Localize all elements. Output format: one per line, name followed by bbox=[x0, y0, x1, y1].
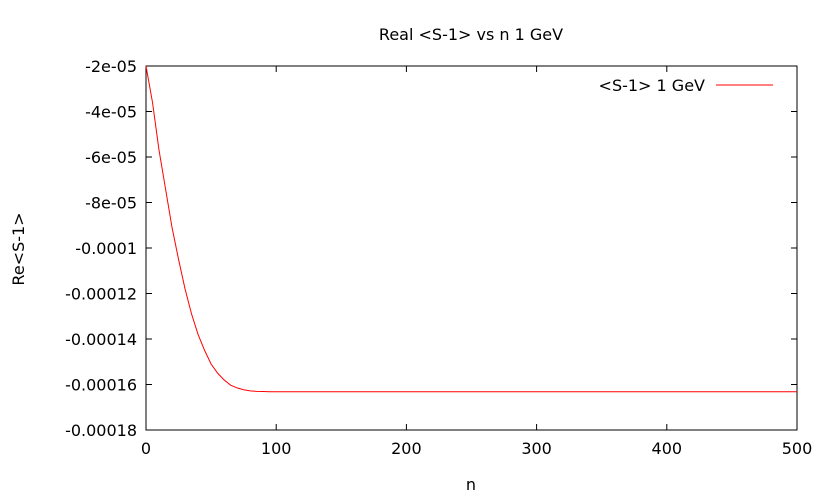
x-tick-label: 100 bbox=[261, 439, 292, 458]
plot-frame bbox=[145, 65, 798, 431]
x-tick-label: 200 bbox=[391, 439, 422, 458]
series-line bbox=[145, 65, 797, 393]
y-tick-label: -0.0001 bbox=[75, 239, 137, 258]
y-tick-label: -4e-05 bbox=[85, 103, 137, 122]
y-tick-label: -0.00016 bbox=[65, 376, 137, 395]
chart-title: Real <S-1> vs n 1 GeV bbox=[379, 25, 563, 44]
legend-label: <S-1> 1 GeV bbox=[599, 76, 706, 95]
y-tick-label: -0.00012 bbox=[65, 285, 137, 304]
y-tick-label: -0.00018 bbox=[65, 421, 137, 440]
y-axis-label: Re<S-1> bbox=[9, 212, 28, 285]
y-tick-label: -2e-05 bbox=[85, 57, 137, 76]
y-tick-label: -6e-05 bbox=[85, 148, 137, 167]
x-tick-label: 0 bbox=[141, 439, 151, 458]
legend: <S-1> 1 GeV bbox=[599, 76, 773, 95]
x-tick-label: 300 bbox=[521, 439, 552, 458]
y-tick-label: -0.00014 bbox=[65, 330, 137, 349]
x-tick-label: 500 bbox=[782, 439, 813, 458]
x-axis-label: n bbox=[466, 475, 476, 494]
y-tick-label: -8e-05 bbox=[85, 194, 137, 213]
x-tick-label: 400 bbox=[652, 439, 683, 458]
